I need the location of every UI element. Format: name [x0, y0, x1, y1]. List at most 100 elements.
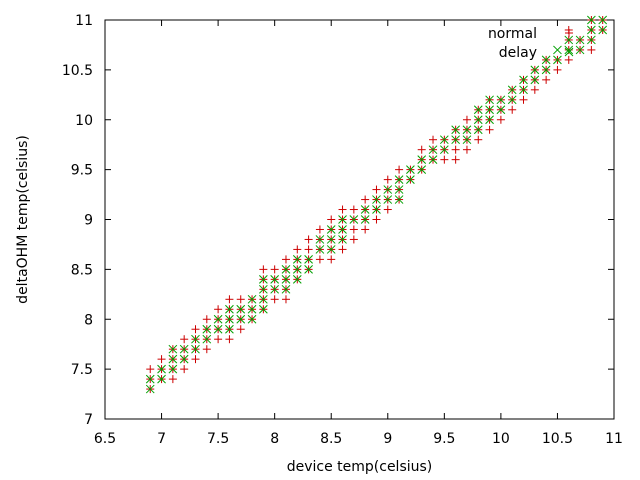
data-point-normal: [214, 335, 223, 344]
data-point-normal: [372, 215, 381, 224]
data-point-delay: [304, 265, 313, 274]
data-point-delay: [179, 344, 189, 354]
data-point-normal: [519, 95, 528, 104]
data-point-delay: [428, 155, 438, 165]
data-point-normal: [553, 65, 562, 74]
data-point-normal: [293, 245, 302, 254]
data-point-normal: [168, 375, 177, 384]
legend-label-delay: delay: [499, 45, 537, 61]
data-point-delay: [598, 25, 608, 35]
data-point-normal: [281, 255, 290, 264]
data-point-normal: [349, 235, 358, 244]
data-point-delay: [394, 175, 404, 184]
data-point-delay: [575, 45, 585, 55]
data-point-delay: [236, 314, 246, 324]
data-point-normal: [202, 315, 211, 324]
data-point-delay: [485, 115, 494, 125]
data-point-delay: [292, 265, 302, 274]
data-point-normal: [451, 145, 460, 154]
data-point-delay: [473, 105, 483, 115]
data-point-delay: [496, 95, 506, 105]
data-point-normal: [315, 255, 324, 264]
data-point-delay: [326, 225, 336, 234]
data-point-normal: [372, 185, 381, 194]
data-point-normal: [270, 265, 279, 274]
data-point-delay: [315, 235, 325, 244]
data-point-normal: [462, 145, 471, 154]
data-point-delay: [315, 245, 325, 254]
data-point-delay: [213, 314, 223, 324]
data-point-delay: [168, 344, 178, 354]
data-point-normal: [236, 325, 245, 334]
data-point-delay: [247, 304, 257, 314]
data-point-delay: [338, 215, 347, 224]
data-point-delay: [225, 304, 234, 314]
data-point-delay: [202, 334, 212, 344]
data-point-delay: [439, 145, 449, 155]
data-point-delay: [417, 165, 427, 174]
data-point-delay: [541, 55, 551, 65]
data-point-normal: [349, 225, 358, 234]
y-tick-label: 9: [84, 213, 93, 229]
data-point-normal: [202, 345, 211, 354]
x-tick-label: 11: [605, 431, 623, 447]
data-point-normal: [225, 335, 234, 344]
data-point-delay: [553, 45, 562, 55]
data-point-normal: [564, 55, 573, 64]
data-point-delay: [168, 364, 178, 374]
data-point-delay: [587, 15, 596, 25]
data-point-normal: [349, 205, 358, 214]
data-point-delay: [462, 125, 472, 135]
data-point-normal: [361, 225, 370, 234]
legend-marker-normal: [565, 29, 573, 37]
data-point-normal: [338, 245, 347, 254]
data-point-delay: [417, 155, 427, 165]
x-tick-label: 10.5: [542, 431, 573, 447]
y-axis-title: deltaOHM temp(celsius): [15, 135, 31, 304]
y-tick-label: 8: [84, 312, 93, 328]
data-point-delay: [157, 374, 166, 384]
data-point-delay: [326, 245, 336, 254]
data-point-normal: [496, 115, 505, 124]
data-point-delay: [519, 85, 528, 95]
data-point-delay: [406, 175, 415, 184]
data-point-delay: [360, 215, 370, 224]
data-point-delay: [236, 304, 246, 314]
data-point-delay: [225, 324, 234, 334]
data-point-delay: [587, 35, 596, 45]
x-tick-label: 10: [492, 431, 510, 447]
data-point-normal: [395, 165, 404, 174]
y-tick-label: 7.5: [71, 362, 93, 378]
data-point-delay: [191, 334, 200, 344]
data-point-delay: [157, 364, 166, 374]
data-point-delay: [191, 344, 200, 354]
y-tick-label: 8.5: [71, 262, 93, 278]
data-point-delay: [530, 75, 540, 85]
y-tick-label: 7: [84, 412, 93, 428]
data-point-delay: [270, 284, 280, 294]
data-point-delay: [259, 274, 268, 284]
data-point-delay: [145, 374, 155, 384]
y-tick-label: 10: [75, 113, 93, 129]
data-point-delay: [292, 274, 302, 284]
data-point-normal: [180, 365, 189, 374]
data-point-normal: [304, 245, 313, 254]
x-tick-label: 9: [383, 431, 392, 447]
data-point-normal: [508, 105, 517, 114]
y-tick-label: 11: [75, 13, 93, 29]
data-point-normal: [485, 125, 494, 134]
data-point-delay: [598, 15, 608, 25]
data-point-delay: [225, 314, 234, 324]
data-point-delay: [587, 25, 596, 35]
y-tick-label: 10.5: [62, 63, 93, 79]
data-point-delay: [372, 205, 381, 214]
data-point-delay: [247, 314, 257, 324]
data-point-delay: [473, 125, 483, 135]
x-axis-title: device temp(celsius): [287, 459, 433, 475]
data-point-delay: [507, 95, 517, 105]
data-point-delay: [259, 294, 268, 304]
data-point-delay: [462, 135, 472, 145]
data-point-normal: [214, 305, 223, 314]
legend: normal delay: [488, 26, 574, 61]
series-layer: [145, 15, 608, 394]
